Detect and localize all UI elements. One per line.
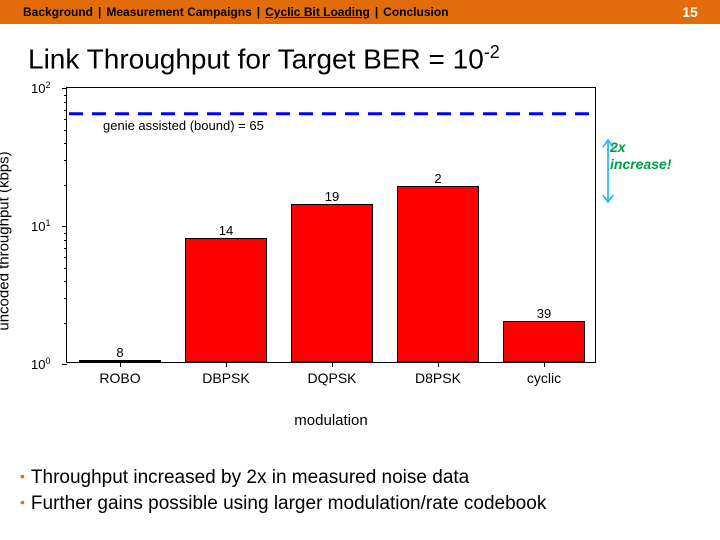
bar-value-label: 39 [537,306,551,321]
ytick-label: 102 [31,80,50,96]
bar-value-label: 2 [434,171,441,186]
bar-cyclic [503,321,586,363]
bullet-item: •Further gains possible using larger mod… [20,491,710,518]
title-prefix: Link Throughput for Target BER = 10 [28,43,484,74]
ytick-minor [64,268,67,269]
crumb-background: Background [20,5,96,19]
ytick-minor [64,95,67,96]
chart-annotation-2x: 2x increase! [610,139,671,173]
title-exponent: -2 [484,42,500,62]
ytick-label: 100 [31,356,50,372]
xtick-label: D8PSK [415,370,461,386]
page-number: 15 [660,4,720,20]
bullet-dot-icon: • [20,494,31,510]
bar-robo [79,360,162,363]
bullet-text: Further gains possible using larger modu… [31,493,546,514]
genie-label: genie assisted (bound) = 65 [103,118,264,133]
xtick-label: DQPSK [307,370,356,386]
ytick-mark [62,88,67,89]
crumb-sep: | [96,5,103,19]
ytick-minor [64,298,67,299]
ytick-minor [64,248,67,249]
xtick-label: cyclic [527,370,561,386]
xtick-label: DBPSK [202,370,249,386]
bullet-list: •Throughput increased by 2x in measured … [20,465,710,518]
page-title: Link Throughput for Target BER = 10-2 [0,24,720,81]
xtick-mark [226,362,227,367]
ytick-minor [64,143,67,144]
ytick-minor [64,119,67,120]
ytick-minor [64,110,67,111]
ytick-minor [64,240,67,241]
bar-value-label: 19 [325,189,339,204]
bar-value-label: 8 [116,345,123,360]
crumb-conclusion: Conclusion [380,5,451,19]
throughput-chart: uncoded throughput (kbps) 100101102ROBOD… [10,81,670,401]
breadcrumb-header: Background | Measurement Campaigns | Cyc… [0,0,720,24]
bar-d8psk [397,186,480,363]
bar-dqpsk [291,204,374,362]
xtick-label: ROBO [99,370,140,386]
ytick-mark [62,226,67,227]
crumb-measurement: Measurement Campaigns [103,5,254,19]
crumb-sep: | [255,5,262,19]
xtick-mark [438,362,439,367]
xtick-mark [544,362,545,367]
increase-arrow-icon [602,137,614,205]
ytick-minor [64,281,67,282]
ytick-minor [64,130,67,131]
ytick-label: 101 [31,218,50,234]
bullet-item: •Throughput increased by 2x in measured … [20,465,710,492]
ytick-minor [64,185,67,186]
crumb-cyclic: Cyclic Bit Loading [262,5,373,19]
ytick-minor [64,257,67,258]
ytick-minor [64,323,67,324]
xtick-mark [120,362,121,367]
chart-ylabel: uncoded throughput (kbps) [0,152,13,331]
chart-xlabel: modulation [294,412,367,429]
ytick-minor [64,102,67,103]
crumb-sep: | [373,5,380,19]
ytick-minor [64,233,67,234]
chart-plot-area: 100101102ROBODBPSKDQPSKD8PSKcyclic814192… [66,87,596,363]
ytick-mark [62,364,67,365]
annotation-line-2: increase! [610,156,671,172]
bullet-text: Throughput increased by 2x in measured n… [31,467,469,488]
bar-dbpsk [185,238,268,363]
bullet-dot-icon: • [20,468,31,484]
xtick-mark [332,362,333,367]
bar-value-label: 14 [219,223,233,238]
ytick-minor [64,160,67,161]
